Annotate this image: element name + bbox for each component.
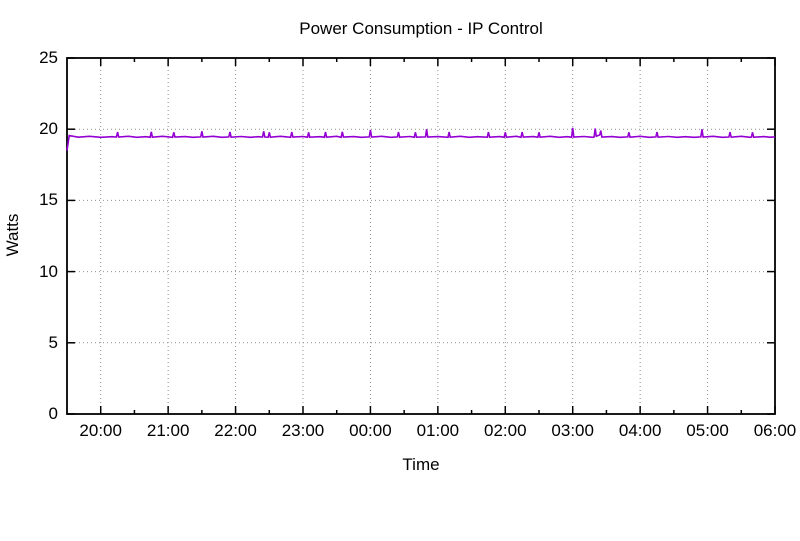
chart-title: Power Consumption - IP Control	[299, 19, 543, 38]
x-tick-label: 02:00	[484, 421, 527, 440]
y-tick-label: 20	[39, 119, 58, 139]
x-axis-title: Time	[402, 455, 440, 474]
y-tick-label: 0	[48, 404, 58, 423]
y-tick-label: 10	[39, 261, 58, 281]
x-tick-label: 06:00	[753, 421, 797, 440]
x-tick-label: 21:00	[146, 421, 190, 440]
x-tick-label: 00:00	[349, 421, 392, 440]
x-tick-label: 04:00	[618, 421, 662, 440]
y-tick-label: 5	[48, 332, 58, 352]
x-tick-label: 20:00	[79, 421, 122, 440]
x-tick-label: 05:00	[686, 421, 729, 440]
x-tick-label: 01:00	[416, 421, 460, 440]
series-line-power	[66, 127, 776, 151]
x-tick-label: 22:00	[214, 421, 257, 440]
x-tick-label: 23:00	[281, 421, 325, 440]
plot-border	[66, 57, 776, 415]
y-tick-label: 25	[39, 48, 58, 67]
y-tick-label: 15	[39, 190, 58, 210]
x-tick-label: 03:00	[551, 421, 594, 440]
